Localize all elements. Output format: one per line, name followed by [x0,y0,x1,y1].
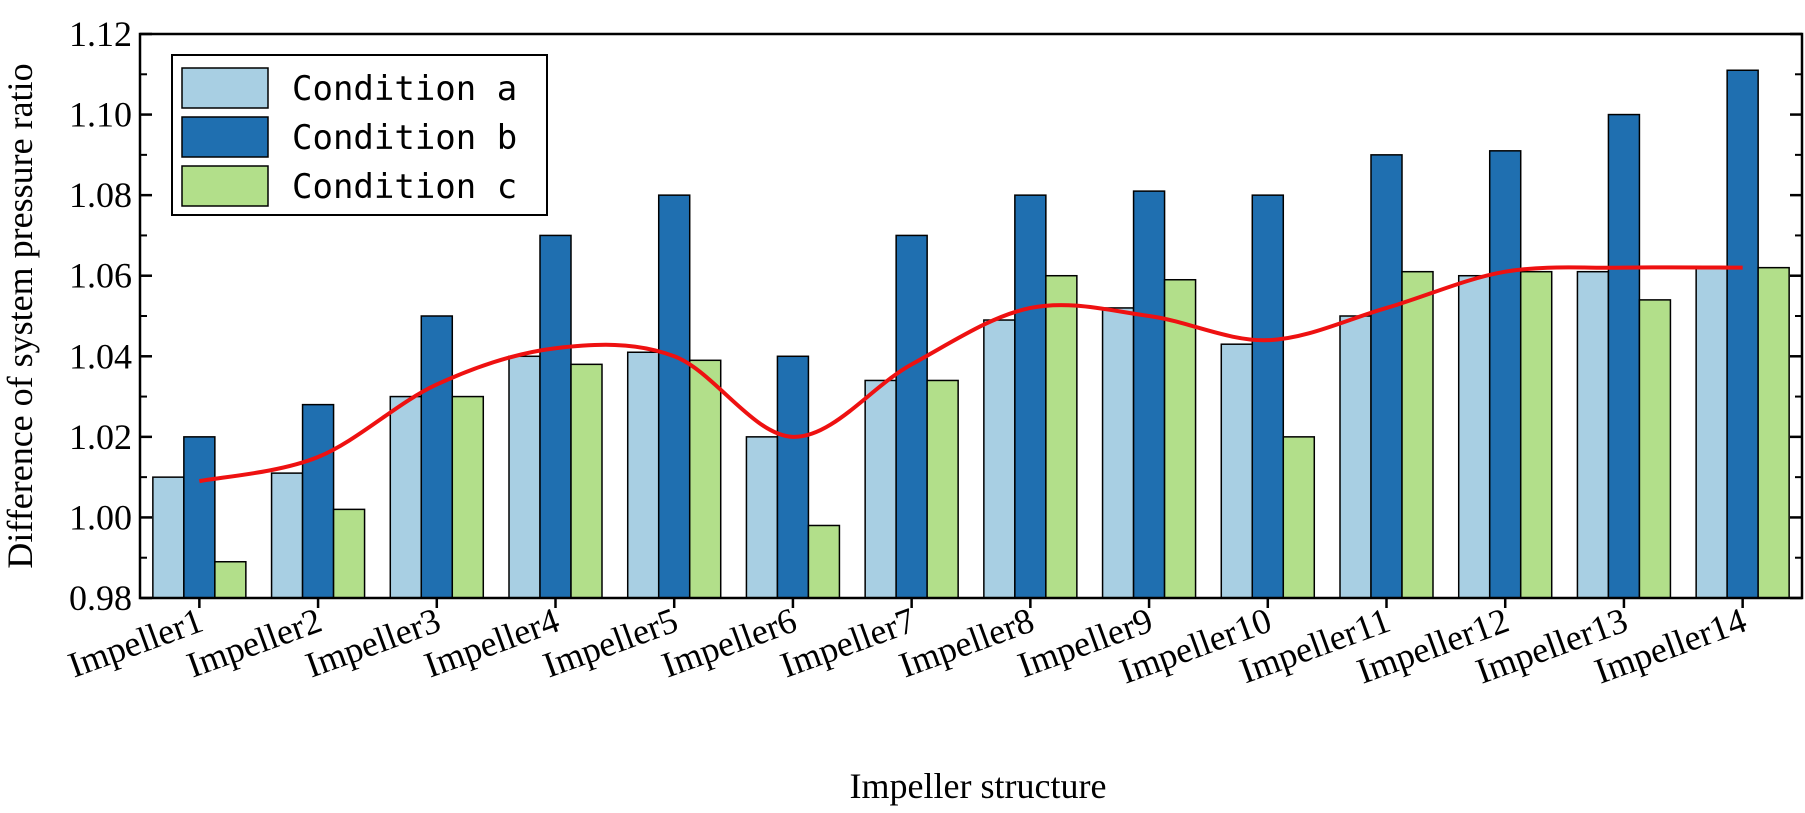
bar-condition-a-impeller12 [1457,274,1491,599]
x-tick-label: Impeller5 [538,600,683,685]
bar-condition-c-impeller3 [451,395,485,599]
bar-condition-c-impeller14 [1757,266,1790,599]
y-tick-label: 1.04 [69,336,132,376]
legend-swatch [181,67,269,109]
bar-condition-a-impeller14 [1695,266,1728,599]
trend-line-group [198,265,1743,484]
bar-condition-a-impeller7 [864,379,897,599]
bar-condition-c-impeller13 [1638,299,1672,599]
bar-condition-b-impeller1 [183,436,216,599]
y-tick-label: 1.02 [69,417,132,457]
bar-condition-a-impeller9 [1101,307,1135,599]
bar-condition-c-impeller11 [1401,270,1434,599]
x-axis-label: Impeller structure [850,766,1107,806]
bar-condition-c-impeller4 [570,363,603,599]
x-tick-label: Impeller2 [182,600,327,685]
y-axis: 0.98 1.00 1.02 1.04 1.06 1.08 1.10 1.12 [69,14,1802,618]
x-tick-label: Impeller4 [419,600,564,685]
bar-condition-a-impeller3 [389,395,423,599]
x-axis: Impeller1Impeller2Impeller3Impeller4Impe… [63,598,1751,692]
bar-condition-c-impeller6 [807,524,841,599]
bar-condition-b-impeller3 [420,315,454,599]
bar-condition-a-impeller8 [983,319,1016,599]
bar-condition-c-impeller2 [332,508,366,599]
legend-swatch [181,116,269,158]
y-tick-label: 1.00 [69,497,132,537]
bar-condition-c-impeller9 [1163,278,1197,599]
bar-condition-a-impeller5 [626,351,660,599]
y-tick-label: 0.98 [69,578,132,618]
bar-condition-b-impeller8 [1014,194,1047,599]
bar-condition-b-impeller7 [895,234,928,599]
bar-condition-c-impeller5 [688,359,722,599]
bar-condition-c-impeller7 [926,379,959,599]
legend-label: Condition c [292,167,517,207]
bar-condition-b-impeller13 [1607,113,1641,599]
bar-condition-c-impeller10 [1282,436,1316,599]
y-tick-label: 1.06 [69,256,132,296]
bar-condition-b-impeller10 [1251,194,1285,599]
bar-condition-b-impeller14 [1726,69,1759,599]
legend-label: Condition b [292,118,517,158]
legend: Condition a Condition b Condition c [171,54,548,216]
legend-label: Condition a [292,69,517,109]
bar-condition-b-impeller2 [301,403,335,599]
bar-condition-b-impeller6 [776,355,810,599]
bar-condition-c-impeller8 [1045,274,1078,599]
bar-condition-c-impeller12 [1519,270,1553,599]
bar-condition-a-impeller2 [270,472,304,599]
bar-condition-b-impeller12 [1488,150,1522,599]
bar-condition-a-impeller6 [745,436,779,599]
x-tick-label: Impeller7 [775,600,920,685]
x-tick-label: Impeller8 [894,600,1039,685]
bar-condition-a-impeller10 [1220,343,1254,599]
x-tick-label: Impeller3 [300,600,445,685]
legend-swatch [181,165,269,207]
y-axis-label: Difference of system pressure ratio [0,63,40,568]
bar-condition-c-impeller1 [214,560,247,599]
trend-line [198,265,1743,484]
bars-group [152,69,1790,599]
bar-condition-a-impeller13 [1576,270,1610,599]
y-tick-label: 1.12 [69,14,132,54]
bar-condition-b-impeller11 [1370,154,1403,599]
bar-condition-a-impeller11 [1339,315,1372,599]
bar-condition-b-impeller4 [539,234,572,599]
bar-condition-b-impeller9 [1132,190,1166,599]
bar-condition-a-impeller4 [508,355,541,599]
bar-condition-b-impeller5 [657,194,691,599]
y-tick-label: 1.10 [69,95,132,135]
y-tick-label: 1.08 [69,175,132,215]
bar-condition-a-impeller1 [152,476,185,599]
x-tick-label: Impeller6 [656,600,801,685]
